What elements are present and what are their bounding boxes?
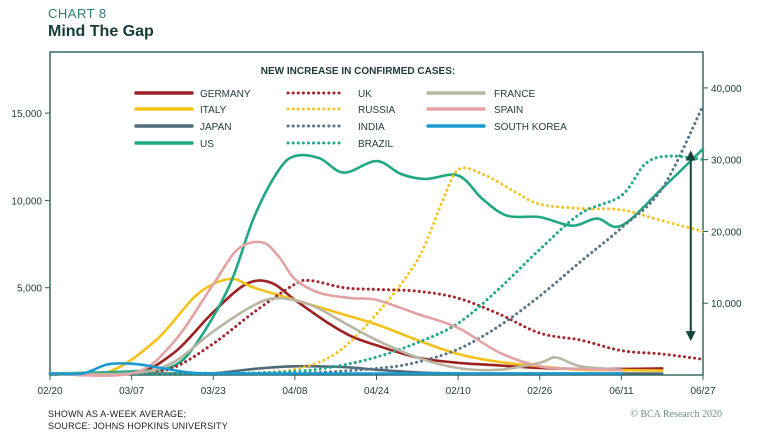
series-line-germany	[48, 279, 664, 377]
legend-title: NEW INCREASE IN CONFIRMED CASES:	[261, 66, 455, 77]
x-tick-label: 04/08	[282, 386, 307, 397]
y-left-tick-label: 5,000	[17, 284, 42, 295]
chart-title: Mind The Gap	[48, 23, 154, 40]
y-right-tick-label: 20,000	[711, 227, 742, 238]
legend-label-germany: GERMANY	[200, 89, 251, 100]
chart-number: CHART 8	[48, 6, 107, 21]
tick-labels: 02/20 03/07 03/23 04/08 04/24 02/10 02/26 06/11…	[11, 84, 742, 397]
x-tick-label: 06/27	[690, 386, 715, 397]
legend-label-india: INDIA	[358, 122, 385, 133]
x-tick-label: 03/07	[119, 386, 144, 397]
footnote-source: SOURCE: JOHNS HOPKINS UNIVERSITY	[48, 421, 228, 431]
x-tick-label: 06/11	[609, 386, 634, 397]
gap-arrow-head-bottom	[685, 331, 696, 342]
x-tick-label: 02/26	[527, 386, 552, 397]
footnote-average: SHOWN AS A-WEEK AVERAGE;	[48, 409, 187, 419]
series-line-spain	[48, 240, 623, 378]
x-tick-label: 02/20	[37, 386, 62, 397]
legend-label-italy: ITALY	[200, 105, 227, 116]
x-tick-label: 02/10	[446, 386, 471, 397]
legend-label-japan: JAPAN	[200, 122, 232, 133]
legend-label-france: FRANCE	[494, 89, 535, 100]
legend-label-russia: RUSSIA	[358, 105, 396, 116]
plot-border	[49, 51, 704, 376]
series-line-italy	[48, 277, 664, 377]
series-line-us	[48, 147, 705, 375]
series-line-russia	[48, 166, 705, 376]
plot-frame	[49, 51, 704, 376]
x-tick-label: 04/24	[364, 386, 389, 397]
series-line-uk	[48, 278, 705, 376]
legend: NEW INCREASE IN CONFIRMED CASES: GERMANY I…	[134, 66, 567, 150]
annotation	[685, 150, 696, 342]
legend-label-us: US	[200, 139, 214, 150]
gap-arrow-head-top	[685, 150, 696, 161]
series-line-france	[48, 296, 623, 376]
series-line-south-korea	[48, 362, 623, 376]
y-right-tick-label: 40,000	[711, 84, 742, 95]
legend-label-south-korea: SOUTH KOREA	[494, 122, 567, 133]
brand-credit: © BCA Research 2020	[630, 409, 722, 420]
series-layer	[48, 104, 705, 378]
y-left-tick-label: 15,000	[11, 109, 42, 120]
y-right-tick-label: 10,000	[711, 299, 742, 310]
legend-label-spain: SPAIN	[494, 105, 523, 116]
legend-label-uk: UK	[358, 89, 372, 100]
x-tick-label: 03/23	[201, 386, 226, 397]
legend-label-brazil: BRAZIL	[358, 139, 393, 150]
y-right-tick-label: 30,000	[711, 156, 742, 167]
y-left-tick-label: 10,000	[11, 196, 42, 207]
